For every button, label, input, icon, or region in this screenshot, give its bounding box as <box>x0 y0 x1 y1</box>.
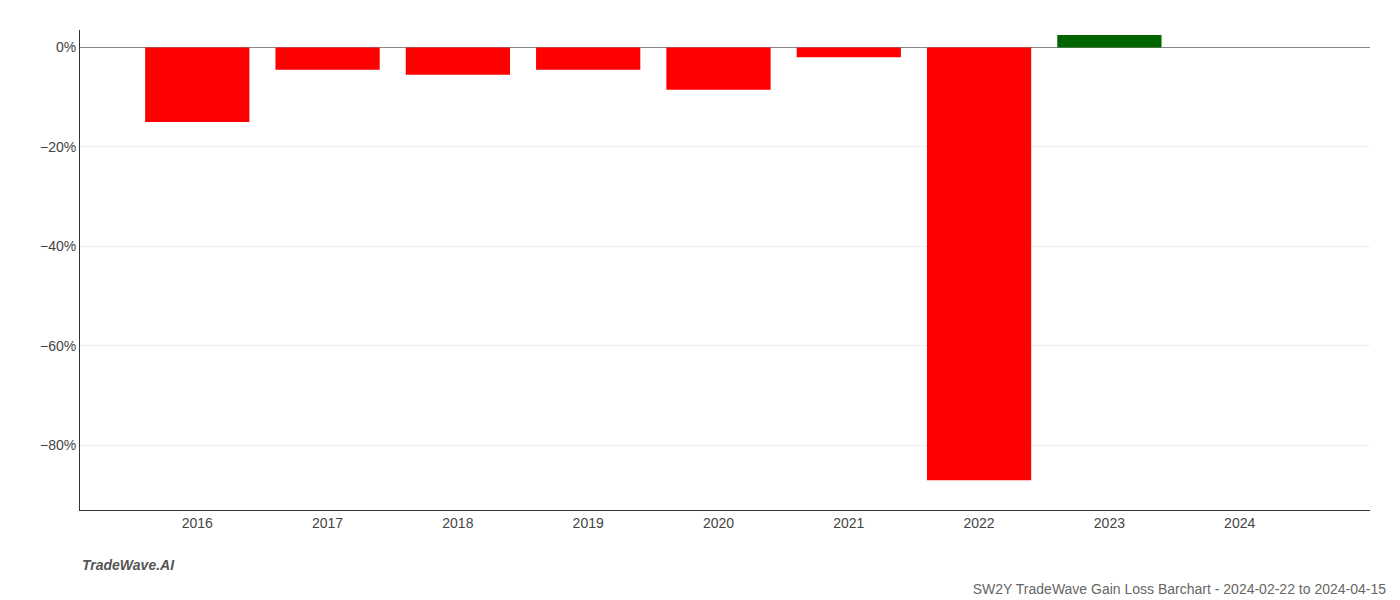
svg-text:2020: 2020 <box>703 515 734 531</box>
svg-text:2024: 2024 <box>1224 515 1255 531</box>
svg-text:2016: 2016 <box>182 515 213 531</box>
svg-text:2022: 2022 <box>964 515 995 531</box>
svg-text:TradeWave.AI: TradeWave.AI <box>82 557 175 573</box>
svg-text:2019: 2019 <box>573 515 604 531</box>
svg-text:−40%: −40% <box>40 238 76 254</box>
svg-text:SW2Y TradeWave Gain Loss Barch: SW2Y TradeWave Gain Loss Barchart - 2024… <box>973 581 1386 597</box>
svg-text:−80%: −80% <box>40 437 76 453</box>
svg-text:2018: 2018 <box>442 515 473 531</box>
svg-text:0%: 0% <box>56 39 76 55</box>
svg-text:−20%: −20% <box>40 139 76 155</box>
svg-text:2017: 2017 <box>312 515 343 531</box>
svg-text:−60%: −60% <box>40 338 76 354</box>
svg-text:2021: 2021 <box>833 515 864 531</box>
svg-text:2023: 2023 <box>1094 515 1125 531</box>
